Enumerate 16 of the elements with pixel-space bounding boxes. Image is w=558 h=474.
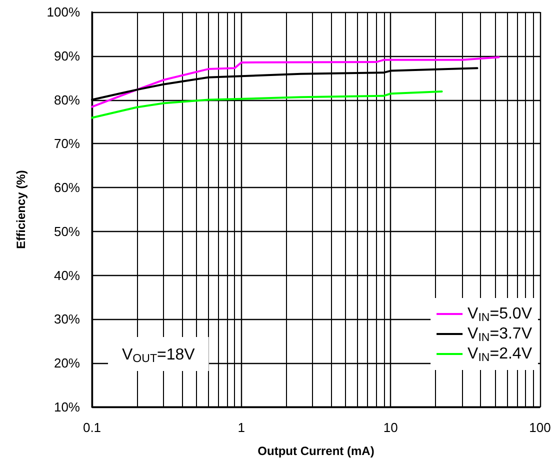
x-axis-title: Output Current (mA) [258, 444, 374, 458]
y-tick-label: 90% [54, 48, 80, 64]
y-tick-label: 100% [46, 4, 80, 20]
y-tick-label: 30% [54, 312, 80, 327]
y-tick-label: 80% [54, 92, 80, 108]
x-tick-label: 1 [238, 420, 245, 435]
y-tick-label: 50% [54, 224, 80, 239]
y-axis-title: Efficiency (%) [14, 170, 28, 249]
x-tick-label: 10 [383, 420, 398, 435]
y-tick-label: 60% [54, 180, 80, 196]
x-tick-label: 100 [529, 420, 551, 435]
y-tick-label: 70% [54, 136, 80, 152]
x-tick-label: 0.1 [82, 420, 102, 435]
y-tick-label: 40% [54, 268, 80, 283]
y-tick-label: 20% [54, 356, 80, 371]
y-tick-label: 10% [54, 400, 80, 414]
